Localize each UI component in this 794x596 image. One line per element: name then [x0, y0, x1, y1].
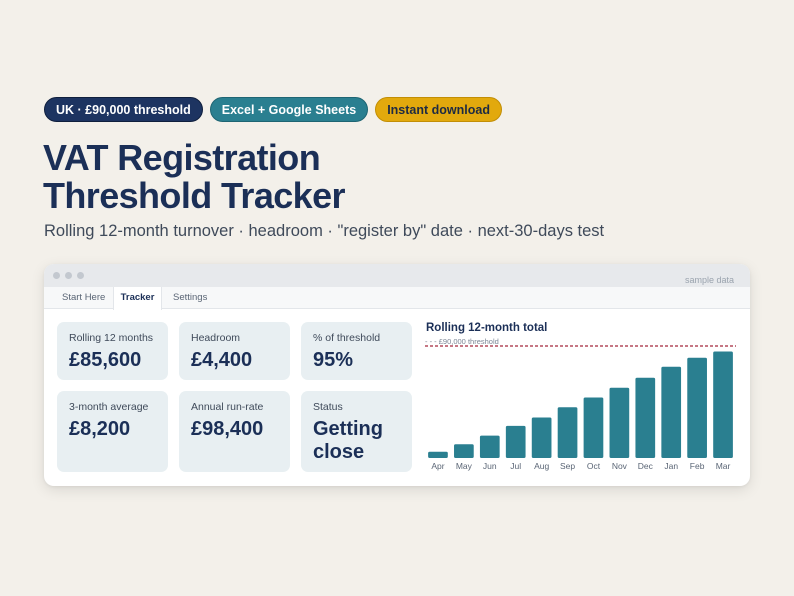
window-dot-icon — [77, 272, 84, 279]
card-value: £4,400 — [191, 349, 253, 371]
chart-bar-oct — [583, 397, 604, 458]
status-card: Status Getting close — [301, 391, 412, 472]
chart-bar-jun — [479, 435, 500, 458]
title-line-1: VAT Registration — [43, 137, 321, 178]
annual-run-rate-card: Annual run-rate £98,400 — [179, 391, 290, 472]
chart-bar-dec — [635, 377, 656, 458]
card-value: £8,200 — [69, 418, 131, 440]
x-tick-label: Aug — [534, 461, 549, 471]
sheet-tabs: Start Here Tracker Settings — [44, 287, 750, 310]
chart-bar-jul — [505, 425, 526, 458]
x-tick-label: Apr — [431, 461, 444, 471]
chart-bar-feb — [687, 357, 707, 458]
x-tick-label: May — [456, 461, 473, 471]
status-value: Getting close — [313, 418, 383, 463]
tab-tracker[interactable]: Tracker — [113, 287, 162, 310]
tab-settings[interactable]: Settings — [173, 292, 208, 303]
chart-bar-sep — [557, 407, 578, 458]
tab-start-here[interactable]: Start Here — [62, 292, 106, 303]
x-tick-label: Jun — [483, 461, 497, 471]
x-tick-label: Jul — [510, 461, 521, 471]
chart-bar-aug — [531, 417, 552, 458]
card-label: Status — [313, 401, 343, 413]
three-month-average-card: 3-month average £8,200 — [57, 391, 168, 472]
page-subtitle: Rolling 12-month turnover · headroom · "… — [44, 222, 605, 240]
card-value: £85,600 — [69, 349, 142, 371]
card-label: 3-month average — [69, 401, 149, 413]
threshold-label: - - - £90,000 threshold — [425, 338, 499, 346]
window-dot-icon — [65, 272, 72, 279]
chart-bar-mar — [713, 351, 733, 458]
chart-bar-apr — [428, 451, 448, 458]
x-tick-label: Mar — [716, 461, 731, 471]
platforms-badge: Excel + Google Sheets — [209, 97, 369, 122]
delivery-badge: Instant download — [375, 97, 502, 122]
rolling-12-months-card: Rolling 12 months £85,600 — [57, 322, 168, 380]
chart-bar-nov — [609, 387, 630, 458]
x-tick-label: Oct — [587, 461, 601, 471]
sample-data-note: sample data — [684, 275, 734, 285]
spreadsheet-window: sample data Start Here Tracker Settings … — [44, 264, 750, 486]
chart-title: Rolling 12-month total — [426, 322, 548, 334]
percent-threshold-card: % of threshold 95% — [301, 322, 412, 380]
page-title: VAT Registration Threshold Tracker — [43, 137, 346, 216]
card-label: Rolling 12 months — [69, 332, 154, 344]
window-dot-icon — [53, 272, 60, 279]
card-label: Annual run-rate — [191, 401, 264, 413]
rolling-total-chart: - - - £90,000 threshold Apr May Jun Jul Aug Se… — [425, 338, 736, 471]
title-line-2: Threshold Tracker — [43, 175, 346, 216]
card-value: 95% — [313, 349, 354, 371]
badge-row: UK · £90,000 threshold Excel + Google Sh… — [44, 97, 502, 122]
card-label: Headroom — [191, 332, 241, 344]
x-tick-label: Nov — [612, 461, 628, 471]
window-titlebar: sample data — [44, 264, 750, 287]
chart-bar-jan — [661, 366, 682, 458]
headroom-card: Headroom £4,400 — [179, 322, 290, 380]
x-tick-label: Jan — [664, 461, 678, 471]
x-tick-label: Dec — [638, 461, 654, 471]
x-tick-label: Sep — [560, 461, 575, 471]
card-label: % of threshold — [313, 332, 381, 344]
x-tick-label: Feb — [690, 461, 705, 471]
region-badge: UK · £90,000 threshold — [44, 97, 203, 122]
card-value: £98,400 — [191, 418, 264, 440]
chart-bar-may — [454, 444, 474, 458]
